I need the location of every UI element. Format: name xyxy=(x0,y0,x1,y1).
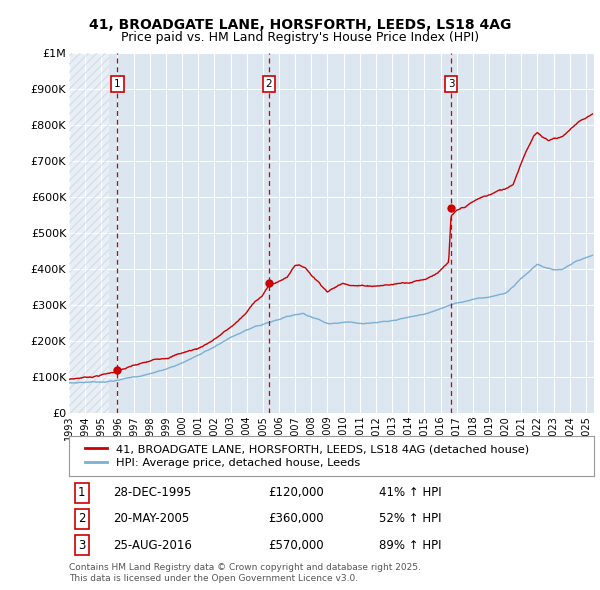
Text: 41, BROADGATE LANE, HORSFORTH, LEEDS, LS18 4AG: 41, BROADGATE LANE, HORSFORTH, LEEDS, LS… xyxy=(89,18,511,32)
Text: 1: 1 xyxy=(114,78,121,88)
Text: Contains HM Land Registry data © Crown copyright and database right 2025.
This d: Contains HM Land Registry data © Crown c… xyxy=(69,563,421,583)
Legend: 41, BROADGATE LANE, HORSFORTH, LEEDS, LS18 4AG (detached house), HPI: Average pr: 41, BROADGATE LANE, HORSFORTH, LEEDS, LS… xyxy=(80,440,534,473)
Bar xyxy=(69,53,109,413)
Text: £360,000: £360,000 xyxy=(269,513,324,526)
Text: 25-AUG-2016: 25-AUG-2016 xyxy=(113,539,193,552)
Text: 41% ↑ HPI: 41% ↑ HPI xyxy=(379,486,442,499)
Text: £120,000: £120,000 xyxy=(269,486,324,499)
Text: 3: 3 xyxy=(78,539,85,552)
Text: 20-MAY-2005: 20-MAY-2005 xyxy=(113,513,190,526)
Text: 2: 2 xyxy=(266,78,272,88)
Text: 28-DEC-1995: 28-DEC-1995 xyxy=(113,486,192,499)
Text: 2: 2 xyxy=(78,513,85,526)
Text: Price paid vs. HM Land Registry's House Price Index (HPI): Price paid vs. HM Land Registry's House … xyxy=(121,31,479,44)
Text: 52% ↑ HPI: 52% ↑ HPI xyxy=(379,513,441,526)
Text: £570,000: £570,000 xyxy=(269,539,324,552)
Text: 89% ↑ HPI: 89% ↑ HPI xyxy=(379,539,441,552)
Text: 3: 3 xyxy=(448,78,454,88)
Text: 1: 1 xyxy=(78,486,85,499)
